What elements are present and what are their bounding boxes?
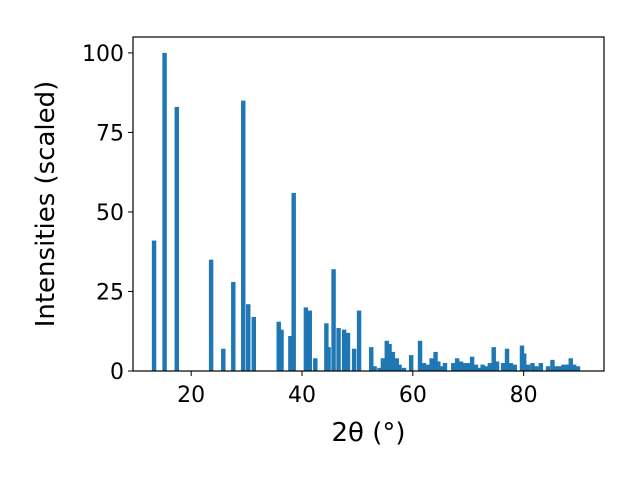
bar [351, 348, 357, 371]
x-axis: 20 40 60 80 [177, 371, 538, 408]
bar [380, 358, 386, 371]
y-tick-label: 0 [110, 360, 124, 385]
y-axis: 0 25 50 75 100 [82, 42, 133, 385]
bar [425, 364, 430, 371]
bar [477, 367, 482, 371]
x-axis-label: 2θ (°) [331, 418, 405, 448]
bar [288, 336, 293, 371]
bar [469, 356, 475, 371]
bar [571, 364, 577, 371]
bar [387, 343, 392, 371]
bar [491, 347, 496, 371]
bar [530, 363, 535, 371]
x-tick-label: 60 [399, 383, 427, 408]
bar [241, 100, 246, 372]
bar [369, 347, 374, 371]
x-tick-label: 40 [288, 383, 316, 408]
bar [575, 366, 581, 371]
bar [519, 345, 525, 371]
bar [534, 366, 539, 371]
bar [512, 364, 517, 371]
bar [303, 307, 309, 371]
bar [487, 363, 493, 371]
bar [401, 367, 407, 371]
bar [561, 364, 566, 371]
bar [521, 353, 527, 371]
bar [554, 366, 559, 371]
x-tick-label: 80 [510, 383, 538, 408]
bar [331, 269, 336, 371]
bar [231, 281, 236, 371]
bar [436, 361, 441, 371]
bar [466, 363, 472, 371]
bar [568, 358, 573, 371]
bar [151, 240, 157, 371]
bar [162, 52, 167, 372]
bar [221, 348, 226, 371]
bar [384, 340, 389, 371]
x-tick-label: 20 [177, 383, 205, 408]
bar [356, 310, 362, 371]
bar [276, 321, 281, 371]
bar [377, 367, 382, 371]
bar [251, 316, 257, 371]
bar [429, 358, 434, 371]
bar [417, 340, 423, 371]
bar [174, 106, 179, 371]
bar [326, 347, 331, 371]
bar [439, 366, 444, 371]
bar [494, 361, 500, 371]
y-tick-label: 50 [96, 201, 124, 226]
bar [462, 363, 468, 371]
bar [341, 329, 347, 371]
bar [421, 363, 427, 371]
bar [525, 364, 531, 371]
y-axis-label: Intensities (scaled) [31, 81, 61, 328]
bar [313, 358, 318, 371]
bar [473, 364, 479, 371]
bar [345, 332, 351, 371]
bar [336, 328, 341, 371]
plot-frame [132, 36, 605, 372]
bar [454, 358, 460, 371]
bar [397, 364, 402, 371]
bar [484, 366, 489, 371]
bar [390, 351, 396, 371]
bar [408, 355, 414, 371]
bar [291, 192, 296, 371]
y-tick-label: 100 [82, 42, 124, 67]
bar [458, 361, 464, 371]
bar [545, 366, 551, 371]
bar [564, 364, 570, 371]
bar [394, 358, 399, 371]
bar [246, 304, 251, 371]
bar [307, 310, 312, 371]
bar [557, 366, 562, 371]
y-tick-label: 25 [96, 280, 124, 305]
bar [279, 329, 284, 371]
bar [500, 363, 506, 371]
bar [442, 363, 448, 371]
bar [324, 323, 329, 371]
bar [433, 351, 438, 371]
bars-layer [151, 52, 581, 372]
bar [508, 363, 514, 371]
bar [504, 348, 510, 371]
bar [451, 363, 456, 371]
bar [372, 366, 377, 371]
bar [550, 359, 555, 371]
bar [480, 364, 485, 371]
bar [538, 363, 544, 371]
y-tick-label: 75 [96, 121, 124, 146]
bar [208, 259, 214, 371]
